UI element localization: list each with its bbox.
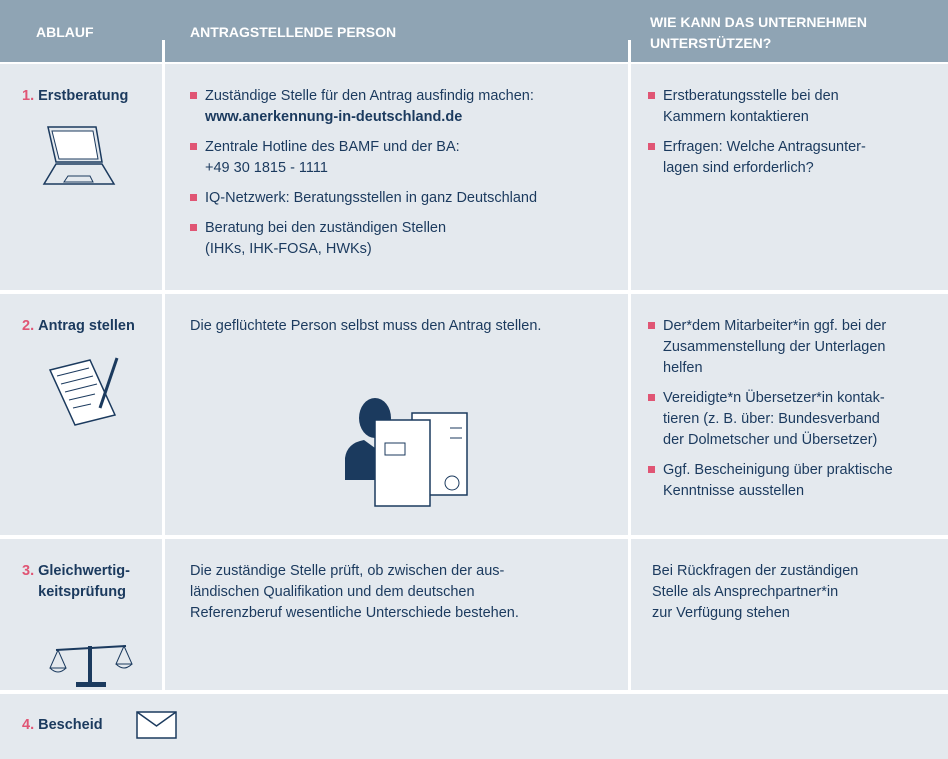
step-name: Bescheid — [38, 717, 103, 733]
bullet-text: (IHKs, IHK-FOSA, HWKs) — [205, 241, 372, 257]
step-number: 3. — [22, 563, 35, 579]
bullet-text: lagen sind erforderlich? — [663, 160, 814, 176]
bullet-text: Zusammenstellung der Unterlagen — [663, 339, 886, 355]
cell-text: Stelle als Ansprechpartner*in — [652, 584, 839, 600]
bullet-item: IQ-Netzwerk: Beratungsstellen in ganz De… — [190, 188, 628, 209]
table-cell: 3. Gleichwertig-keitsprüfung — [0, 539, 162, 690]
table-cell: Die zuständige Stelle prüft, ob zwischen… — [165, 539, 628, 690]
step-label: 1. Erstberatung — [22, 86, 162, 107]
cell-text: zur Verfügung stehen — [652, 605, 790, 621]
step-number: 4. — [22, 717, 35, 733]
table-cell: Der*dem Mitarbeiter*in ggf. bei der Zusam… — [631, 294, 948, 535]
bullet-text: tieren (z. B. über: Bundesverband — [663, 411, 880, 427]
laptop-icon — [42, 126, 116, 185]
step-names: Bescheid — [38, 715, 102, 736]
step-name: Erstberatung — [38, 88, 129, 104]
envelope-icon — [136, 711, 177, 739]
table-cell: Erstberatungsstelle bei den Kammern konta… — [631, 64, 948, 290]
bullet-text: Beratung bei den zuständigen Stellen — [205, 220, 447, 236]
header-cell: WIE KANN DAS UNTERNEHMEN UNTERSTÜTZEN? — [650, 12, 867, 54]
step-names: Antrag stellen — [38, 316, 135, 337]
cell-text: Bei Rückfragen der zuständigen — [652, 563, 859, 579]
cell-text: Die geflüchtete Person selbst muss den A… — [190, 318, 542, 334]
bullet-text: Vereidigte*n Übersetzer*in kontak- — [663, 390, 885, 406]
header-text: WIE KANN DAS UNTERNEHMEN — [650, 14, 867, 30]
header-divider — [628, 40, 631, 62]
bullet-text: +49 30 1815 - 1111 — [205, 160, 328, 176]
header-text: ANTRAGSTELLENDE PERSON — [190, 24, 397, 40]
header-cell: ANTRAGSTELLENDE PERSON — [190, 22, 396, 43]
header-cell: ABLAUF — [36, 22, 94, 43]
document-pen-icon — [48, 357, 119, 426]
bullet-text: Kenntnisse ausstellen — [663, 483, 805, 499]
table-cell: Bei Rückfragen der zuständigen Stelle als… — [631, 539, 948, 690]
step-name: keitsprüfung — [38, 584, 126, 600]
bullet-item: Der*dem Mitarbeiter*in ggf. bei der Zusam… — [648, 316, 948, 379]
bullet-text: Zuständige Stelle für den Antrag ausfind… — [205, 88, 534, 104]
step-label: 2. Antrag stellen — [22, 316, 162, 337]
bullet-item: Ggf. Bescheinigung über praktische Kenntn… — [648, 460, 948, 502]
bullet-item: Beratung bei den zuständigen Stellen (IHK… — [190, 218, 628, 260]
bullet-text: Zentrale Hotline des BAMF und der BA: — [205, 139, 460, 155]
bullet-text: Ggf. Bescheinigung über praktische — [663, 462, 893, 478]
header-bar — [0, 0, 948, 62]
table-cell: 1. Erstberatung — [0, 64, 162, 290]
bullet-item: Zuständige Stelle für den Antrag ausfind… — [190, 86, 628, 128]
bullet-text: der Dolmetscher und Übersetzer) — [663, 432, 878, 448]
bullet-text: Der*dem Mitarbeiter*in ggf. bei der — [663, 318, 887, 334]
header-text: ABLAUF — [36, 24, 94, 40]
bullet-item: Zentrale Hotline des BAMF und der BA: +49… — [190, 137, 628, 179]
step-name: Antrag stellen — [38, 318, 135, 334]
cell-text: Die zuständige Stelle prüft, ob zwischen… — [190, 563, 505, 579]
step-label: 4. Bescheid — [22, 715, 948, 736]
scale-icon — [49, 644, 133, 687]
bullet-item: Erfragen: Welche Antragsunter-lagen sind… — [648, 137, 948, 179]
table-cell: Zuständige Stelle für den Antrag ausfind… — [165, 64, 628, 290]
header-divider — [162, 40, 165, 62]
bullet-text: Erfragen: Welche Antragsunter- — [663, 139, 866, 155]
bullet-item: Erstberatungsstelle bei den Kammern konta… — [648, 86, 948, 128]
cell-text: Referenzberuf wesentliche Unterschiede b… — [190, 605, 519, 621]
bullet-text: helfen — [663, 360, 703, 376]
person-documents-icon — [345, 398, 468, 507]
bullet-text: IQ-Netzwerk: Beratungsstellen in ganz De… — [205, 190, 538, 206]
step-name: Gleichwertig- — [38, 563, 130, 579]
link-text: www.anerkennung-in-deutschland.de — [205, 109, 463, 125]
cell-text: ländischen Qualifikation und dem deutsch… — [190, 584, 475, 600]
bullet-text: Erstberatungsstelle bei den — [663, 88, 839, 104]
bullet-item: Vereidigte*n Übersetzer*in kontak-tieren… — [648, 388, 948, 451]
step-names: Erstberatung — [38, 86, 128, 107]
step-label: 3. Gleichwertig-keitsprüfung — [22, 561, 162, 603]
step-names: Gleichwertig-keitsprüfung — [38, 561, 130, 603]
bullet-text: Kammern kontaktieren — [663, 109, 809, 125]
step-number: 2. — [22, 318, 35, 334]
header-text: UNTERSTÜTZEN? — [650, 35, 772, 51]
step-number: 1. — [22, 88, 35, 104]
